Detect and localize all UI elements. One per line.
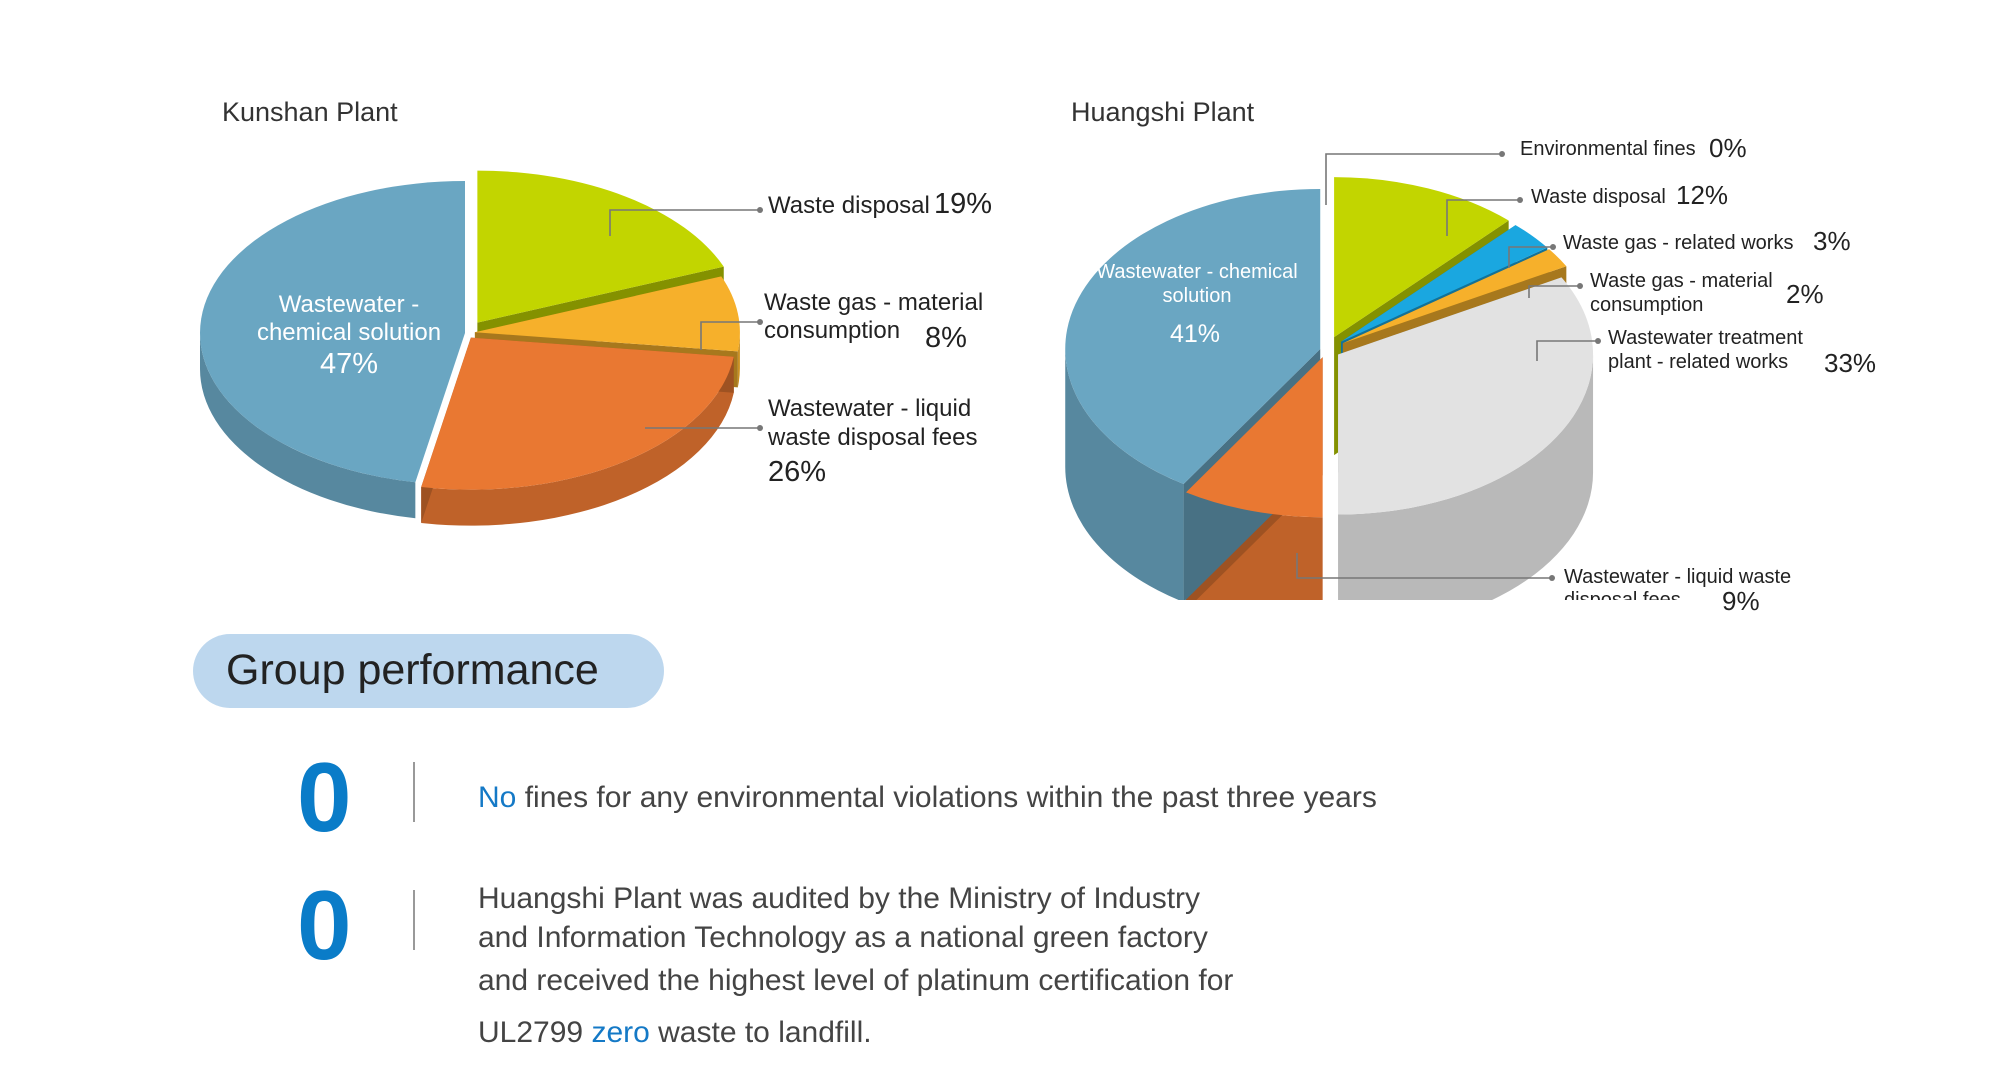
stat-body-fines: fines for any environmental violations w… bbox=[524, 781, 1377, 814]
kunshan-slice-wastewater-chemical-solution bbox=[200, 181, 465, 483]
kunshan-pct-waste-gas: 8% bbox=[925, 322, 967, 354]
huangshi-pct-chem: 41% bbox=[1170, 320, 1220, 348]
stat-highlight-no: No bbox=[478, 781, 517, 814]
stat-line-2: and Information Technology as a national… bbox=[478, 921, 1208, 954]
huangshi-slice-waste-gas-material-consumption bbox=[1342, 249, 1567, 344]
charts-svg: Waste disposal 19% Waste gas - material … bbox=[200, 133, 1876, 616]
kunshan-label-waste-disposal: Waste disposal bbox=[768, 192, 930, 219]
kunshan-label-waste-gas-1: Waste gas - material bbox=[764, 289, 983, 316]
huangshi-pct-fines: 0% bbox=[1709, 133, 1747, 163]
group-performance-heading: Group performance bbox=[193, 634, 664, 708]
huangshi-leader-waste-disposal-dot bbox=[1517, 197, 1523, 203]
huangshi-leader-gas-works bbox=[1508, 246, 1553, 268]
huangshi-leader-gas-mat-dot bbox=[1577, 283, 1583, 289]
huangshi-wall-wastewater-chemical-solution bbox=[1065, 348, 1184, 600]
stat-number-landfill: 0 bbox=[297, 870, 352, 980]
huangshi-pie bbox=[1065, 177, 1594, 600]
stat-highlight-zero: zero bbox=[591, 1016, 650, 1049]
kunshan-wall-wastewater-liquid-waste-disposal-fees bbox=[421, 356, 734, 526]
kunshan-leader-waste-gas bbox=[700, 321, 760, 350]
kunshan-label-liquid-1: Wastewater - liquid bbox=[768, 395, 971, 422]
huangshi-slice-wastewater-liquid-waste-disposal-fees bbox=[1186, 357, 1323, 518]
stat-line-1: Huangshi Plant was audited by the Minist… bbox=[478, 882, 1201, 915]
huangshi-slice-waste-disposal bbox=[1334, 177, 1509, 338]
kunshan-pie bbox=[200, 170, 740, 526]
stat-line4-pre: UL2799 bbox=[478, 1016, 584, 1049]
stat-line-4: UL2799 zero waste to landfill. bbox=[478, 1016, 872, 1050]
huangshi-label-chem-2: solution bbox=[1163, 285, 1232, 307]
huangshi-label-gas-mat-1: Waste gas - material bbox=[1590, 270, 1773, 292]
kunshan-label-liquid-2: waste disposal fees bbox=[767, 424, 977, 451]
kunshan-leader-waste-disposal-dot bbox=[757, 207, 763, 213]
huangshi-pct-gas-mat: 2% bbox=[1786, 279, 1824, 309]
huangshi-label-wwtp-2: plant - related works bbox=[1608, 351, 1788, 373]
huangshi-leader-gas-mat bbox=[1528, 285, 1580, 298]
leader-lines bbox=[609, 151, 1601, 581]
huangshi-leader-wwtp bbox=[1536, 340, 1598, 361]
stat-divider-2 bbox=[413, 890, 415, 950]
kunshan-wall-waste-gas-material-consumption bbox=[737, 332, 740, 388]
kunshan-pct-chem: 47% bbox=[320, 348, 378, 380]
huangshi-label-wwtp-1: Wastewater treatment bbox=[1608, 327, 1803, 349]
stat-number-fines: 0 bbox=[297, 742, 352, 852]
huangshi-pct-gas-works: 3% bbox=[1813, 226, 1851, 256]
huangshi-pct-wwtp: 33% bbox=[1824, 348, 1876, 378]
huangshi-pct-waste-disposal: 12% bbox=[1676, 180, 1728, 210]
huangshi-slice-wastewater-treatment-plant-related-works bbox=[1338, 277, 1594, 515]
huangshi-chart-title: Huangshi Plant bbox=[1071, 97, 1255, 127]
huangshi-label-chem-1: Wastewater - chemical bbox=[1096, 261, 1298, 283]
stat-line-3: and received the highest level of platin… bbox=[478, 964, 1234, 997]
kunshan-leader-waste-gas-dot bbox=[757, 319, 763, 325]
kunshan-label-chem-2: chemical solution bbox=[257, 319, 441, 346]
kunshan-slice-wastewater-liquid-waste-disposal-fees bbox=[421, 337, 734, 490]
stat-line4-post: waste to landfill. bbox=[658, 1016, 872, 1049]
huangshi-wall-wastewater-treatment-plant-related-works bbox=[1338, 354, 1594, 600]
huangshi-leader-liquid bbox=[1296, 553, 1552, 579]
huangshi-leader-wwtp-dot bbox=[1595, 338, 1601, 344]
huangshi-slice-wastewater-chemical-solution bbox=[1065, 188, 1321, 485]
huangshi-slice-waste-gas-related-works bbox=[1341, 225, 1548, 342]
huangshi-label-fines: Environmental fines bbox=[1520, 138, 1696, 160]
kunshan-leader-liquid-dot bbox=[757, 425, 763, 431]
chart-clip-mask bbox=[1300, 600, 1700, 620]
kunshan-slice-waste-disposal bbox=[477, 170, 724, 323]
huangshi-leader-waste-disposal bbox=[1446, 199, 1520, 236]
kunshan-leader-waste-disposal bbox=[609, 209, 760, 236]
huangshi-leader-gas-works-dot bbox=[1550, 244, 1556, 250]
huangshi-label-gas-mat-2: consumption bbox=[1590, 294, 1703, 316]
group-performance-title: Group performance bbox=[226, 646, 599, 694]
kunshan-chart-title: Kunshan Plant bbox=[222, 97, 398, 127]
huangshi-leader-liquid-dot bbox=[1549, 575, 1555, 581]
huangshi-label-gas-works: Waste gas - related works bbox=[1563, 232, 1793, 254]
huangshi-label-liquid-1: Wastewater - liquid waste bbox=[1564, 566, 1791, 588]
huangshi-label-waste-disposal: Waste disposal bbox=[1531, 186, 1666, 208]
stat-text-fines: No fines for any environmental violation… bbox=[478, 781, 1377, 815]
huangshi-leader-fines-dot bbox=[1499, 151, 1505, 157]
huangshi-pct-liquid: 9% bbox=[1722, 586, 1760, 616]
kunshan-wall-wastewater-chemical-solution bbox=[200, 333, 416, 519]
kunshan-pct-waste-disposal: 19% bbox=[934, 188, 992, 220]
kunshan-label-chem-1: Wastewater - bbox=[279, 291, 419, 318]
huangshi-leader-fines bbox=[1325, 153, 1502, 205]
kunshan-slice-waste-gas-material-consumption bbox=[474, 276, 740, 352]
kunshan-label-waste-gas-2: consumption bbox=[764, 317, 900, 344]
kunshan-pct-liquid: 26% bbox=[768, 456, 826, 488]
stat-divider-1 bbox=[413, 762, 415, 822]
